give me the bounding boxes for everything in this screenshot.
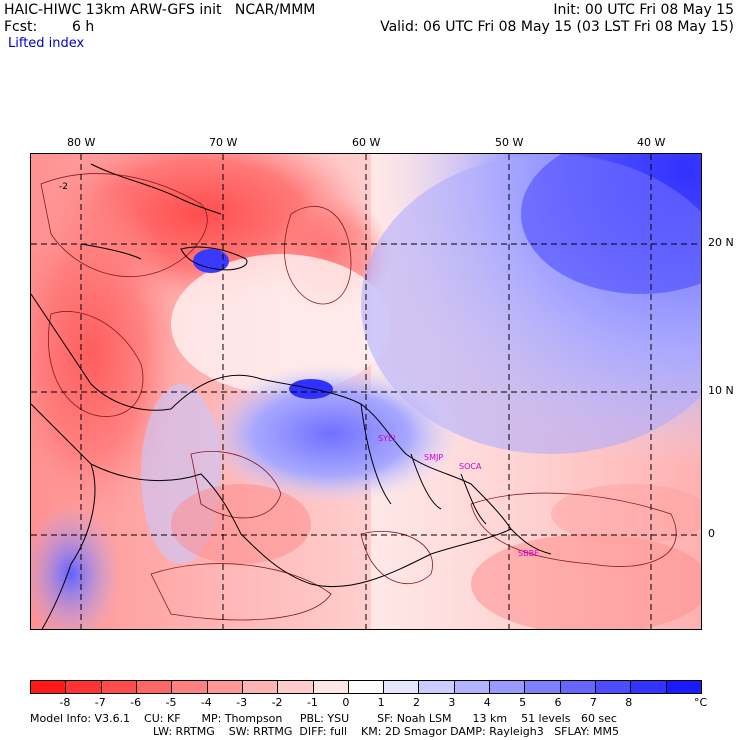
- colorbar-tick-label: -3: [236, 696, 248, 709]
- colorbar-tick-label: 2: [413, 696, 421, 709]
- colorbar-tick-label: 7: [589, 696, 597, 709]
- colorbar-cell: [596, 681, 632, 693]
- map-panel: SYEI SMJP SOCA SBBE -2: [30, 153, 702, 630]
- colorbar-cell: [136, 681, 173, 693]
- colorbar-cell: [172, 681, 208, 693]
- colorbar-tick-label: -8: [59, 696, 71, 709]
- field-venezuela-blue: [201, 364, 461, 504]
- field-atlantic-deep-blue: [521, 154, 701, 294]
- contour-lines: [40, 173, 677, 621]
- colorbar-tick-label: -7: [94, 696, 106, 709]
- lat-label-0: 0: [708, 527, 715, 540]
- colorbar-tick-label: -6: [130, 696, 142, 709]
- place-label-smjp: SMJP: [424, 453, 443, 462]
- field-amazon-red-1: [171, 484, 311, 564]
- colorbar-cell: [348, 681, 385, 693]
- fcst-label: Fcst:: [4, 19, 38, 35]
- field-white-band: [171, 254, 391, 394]
- colorbar-cell: [666, 681, 701, 693]
- colorbar-tick-label: 5: [519, 696, 527, 709]
- lifted-index-map: SYEI SMJP SOCA SBBE -2: [31, 154, 701, 629]
- lon-label-80w: 80 W: [67, 136, 96, 149]
- colorbar-cell: [278, 681, 314, 693]
- model-title: HAIC-HIWC 13km ARW-GFS init NCAR/MMM: [4, 2, 316, 18]
- colorbar-tick-label: -4: [200, 696, 212, 709]
- field-name: Lifted index: [8, 36, 85, 51]
- lon-label-50w: 50 W: [495, 136, 524, 149]
- field-equator-red: [551, 484, 701, 544]
- colorbar-cell: [66, 681, 102, 693]
- colorbar-tick-label: -1: [306, 696, 318, 709]
- colorbar-tick-label: 8: [625, 696, 633, 709]
- colorbar-tick-label: 3: [448, 696, 456, 709]
- colorbar-unit: °C: [694, 696, 708, 709]
- place-label-soca: SOCA: [459, 462, 482, 471]
- colorbar-cell: [101, 681, 137, 693]
- coastlines: [31, 163, 552, 629]
- colorbar-tick-label: -2: [271, 696, 283, 709]
- colorbar: [30, 680, 702, 694]
- colorbar-cell: [454, 681, 491, 693]
- colorbar-cell: [313, 681, 349, 693]
- field-amazon-red-2: [471, 534, 701, 629]
- lat-label-20n: 20 N: [708, 236, 734, 249]
- valid-time: Valid: 06 UTC Fri 08 May 15 (03 LST Fri …: [380, 19, 734, 35]
- fcst-value: 6 h: [72, 19, 95, 35]
- model-info-line1: Model Info: V3.6.1 CU: KF MP: Thompson P…: [30, 712, 617, 725]
- lon-label-60w: 60 W: [352, 136, 381, 149]
- contour-value-label: -2: [59, 182, 68, 192]
- lat-label-10n: 10 N: [708, 384, 734, 397]
- colorbar-tick-label: -5: [165, 696, 177, 709]
- colorbar-tick-label: 1: [377, 696, 385, 709]
- colorbar-cell: [31, 681, 67, 693]
- lon-label-40w: 40 W: [637, 136, 666, 149]
- model-info-line2: LW: RRTMG SW: RRTMG DIFF: full KM: 2D Sm…: [153, 725, 619, 738]
- colorbar-cell: [631, 681, 667, 693]
- colorbar-cell: [207, 681, 243, 693]
- colorbar-tick-label: 0: [342, 696, 350, 709]
- place-label-syei: SYEI: [378, 434, 395, 443]
- colorbar-tick-label: 6: [554, 696, 562, 709]
- colorbar-cell: [384, 681, 420, 693]
- colorbar-cell: [490, 681, 526, 693]
- init-time: Init: 00 UTC Fri 08 May 15: [553, 2, 734, 18]
- lon-label-70w: 70 W: [209, 136, 238, 149]
- colorbar-cell: [419, 681, 455, 693]
- colorbar-cell: [525, 681, 561, 693]
- graticule: [31, 154, 701, 629]
- colorbar-tick-label: 4: [483, 696, 491, 709]
- place-label-sbbe: SBBE: [518, 549, 539, 558]
- colorbar-cell: [560, 681, 596, 693]
- colorbar-cell: [242, 681, 279, 693]
- field-hispaniola-blue: [193, 249, 229, 273]
- field-central-america-red: [31, 184, 181, 524]
